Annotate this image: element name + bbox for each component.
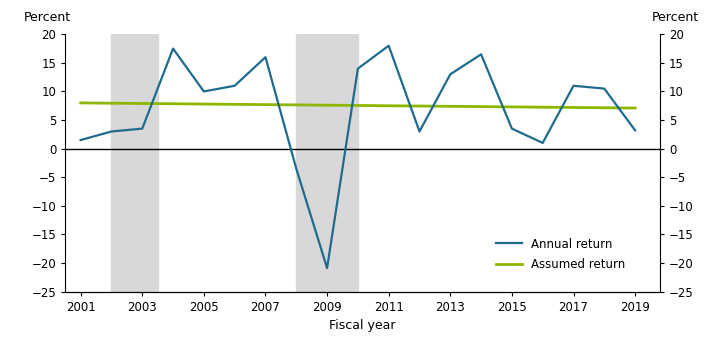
Annual return	[323, 266, 331, 270]
Annual return	[354, 67, 362, 71]
Bar	[297, 34, 358, 292]
Line: Assumed return: Assumed return	[80, 103, 635, 108]
Annual return	[138, 127, 146, 131]
Bar	[112, 34, 157, 292]
Legend: Annual return, Assumed return: Annual return, Assumed return	[491, 233, 630, 275]
X-axis label: Fiscal year: Fiscal year	[329, 319, 396, 332]
Annual return	[569, 84, 578, 88]
Assumed return	[384, 104, 393, 108]
Annual return	[446, 72, 455, 76]
Annual return	[415, 129, 424, 133]
Assumed return	[415, 104, 424, 108]
Assumed return	[199, 102, 208, 106]
Text: Percent: Percent	[24, 11, 71, 24]
Annual return	[107, 129, 116, 133]
Annual return	[231, 84, 239, 88]
Assumed return	[539, 105, 547, 109]
Assumed return	[292, 103, 301, 107]
Assumed return	[600, 106, 609, 110]
Assumed return	[569, 105, 578, 109]
Annual return	[507, 127, 516, 131]
Annual return	[477, 52, 486, 56]
Annual return	[199, 90, 208, 94]
Assumed return	[107, 101, 116, 105]
Assumed return	[354, 103, 362, 107]
Annual return	[600, 86, 609, 91]
Annual return	[539, 141, 547, 145]
Assumed return	[76, 101, 85, 105]
Assumed return	[446, 104, 455, 108]
Assumed return	[138, 102, 146, 106]
Assumed return	[261, 103, 270, 107]
Assumed return	[169, 102, 178, 106]
Assumed return	[323, 103, 331, 107]
Annual return	[261, 55, 270, 59]
Assumed return	[507, 105, 516, 109]
Annual return	[76, 138, 85, 142]
Text: Percent: Percent	[651, 11, 698, 24]
Assumed return	[477, 105, 486, 109]
Line: Annual return: Annual return	[80, 46, 635, 268]
Annual return	[384, 44, 393, 48]
Assumed return	[631, 106, 639, 110]
Annual return	[292, 167, 301, 171]
Annual return	[631, 128, 639, 132]
Annual return	[169, 47, 178, 51]
Assumed return	[231, 102, 239, 106]
